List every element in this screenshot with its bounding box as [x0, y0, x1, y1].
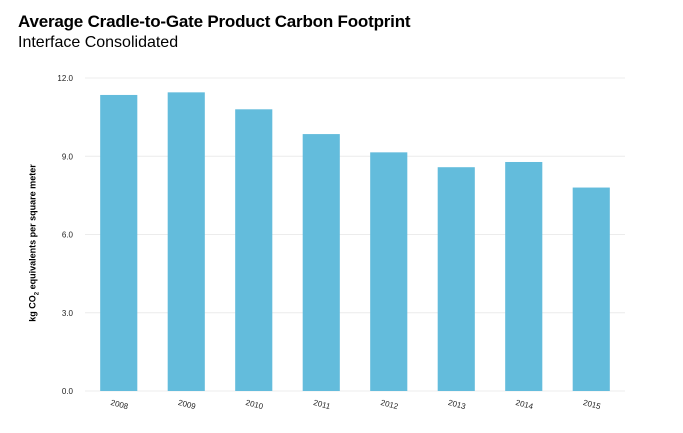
bar [437, 167, 475, 391]
bar [167, 92, 205, 392]
bar [370, 152, 408, 391]
x-tick-label: 2011 [312, 398, 331, 411]
x-tick-label: 2008 [110, 398, 130, 411]
chart-subtitle: Interface Consolidated [18, 34, 179, 51]
x-tick-label: 2012 [380, 398, 400, 411]
bar [572, 187, 610, 391]
y-tick-label: 0.0 [62, 387, 74, 396]
x-tick-label: 2014 [515, 398, 535, 411]
bar [302, 134, 340, 391]
x-tick-label: 2015 [582, 398, 602, 411]
bar [235, 109, 273, 392]
x-tick-label: 2009 [177, 398, 197, 411]
y-tick-label: 6.0 [62, 231, 74, 240]
y-tick-label: 3.0 [62, 309, 74, 318]
bar [505, 161, 543, 391]
x-tick-label: 2013 [447, 398, 467, 411]
bar [100, 94, 138, 392]
x-tick-label: 2010 [245, 398, 265, 411]
chart-title: Average Cradle-to-Gate Product Carbon Fo… [18, 12, 411, 31]
y-tick-label: 12.0 [57, 74, 73, 83]
y-tick-label: 9.0 [62, 152, 74, 161]
